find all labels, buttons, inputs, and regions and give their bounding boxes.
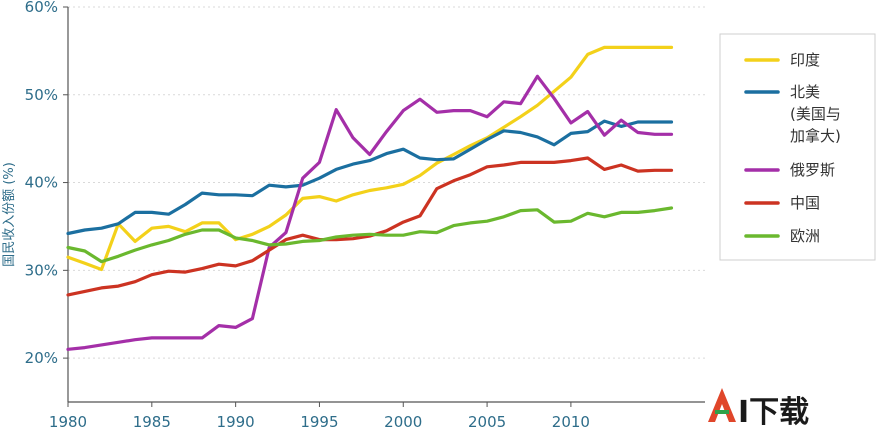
axes xyxy=(67,7,705,403)
x-tick-label: 1990 xyxy=(217,413,255,431)
series-line xyxy=(66,156,674,297)
watermark-a-bar-icon xyxy=(715,410,729,414)
x-tick-label: 1985 xyxy=(133,413,171,431)
x-tick-label: 1995 xyxy=(300,413,338,431)
x-tick-label: 1980 xyxy=(49,413,87,431)
x-tick-label: 2010 xyxy=(552,413,590,431)
series-line xyxy=(66,119,674,236)
watermark-logo: I下载 xyxy=(708,388,809,430)
legend-label: 中国 xyxy=(790,194,820,212)
legend-sublabel: (美国与 xyxy=(790,105,841,123)
y-tick-labels: 20% 30% 40% 50% 60% xyxy=(25,0,68,367)
watermark-a-shape-icon xyxy=(708,388,736,422)
gridlines xyxy=(68,6,705,359)
x-tick-label: 2000 xyxy=(384,413,422,431)
legend-label: 北美 xyxy=(790,83,820,101)
y-axis-label: 国民收入份额 (%) xyxy=(2,162,17,267)
series-line xyxy=(66,74,674,351)
x-tick-label: 2005 xyxy=(468,413,506,431)
legend-label: 俄罗斯 xyxy=(790,161,835,179)
watermark-text: I下载 xyxy=(738,395,809,430)
legend-label: 印度 xyxy=(790,51,820,69)
series-lines xyxy=(66,45,674,351)
legend-label: 欧洲 xyxy=(790,227,820,245)
legend-sublabel: 加拿大) xyxy=(790,127,841,145)
y-tick-label: 20% xyxy=(25,349,58,367)
legend-box xyxy=(719,33,876,261)
x-tick-labels: 1980 1985 1990 1995 2000 2005 2010 xyxy=(49,402,590,431)
series-line xyxy=(66,45,674,272)
y-tick-label: 30% xyxy=(25,261,58,279)
y-tick-label: 60% xyxy=(25,0,58,16)
y-tick-label: 40% xyxy=(25,174,58,192)
series-line xyxy=(66,206,674,264)
y-tick-label: 50% xyxy=(25,86,58,104)
